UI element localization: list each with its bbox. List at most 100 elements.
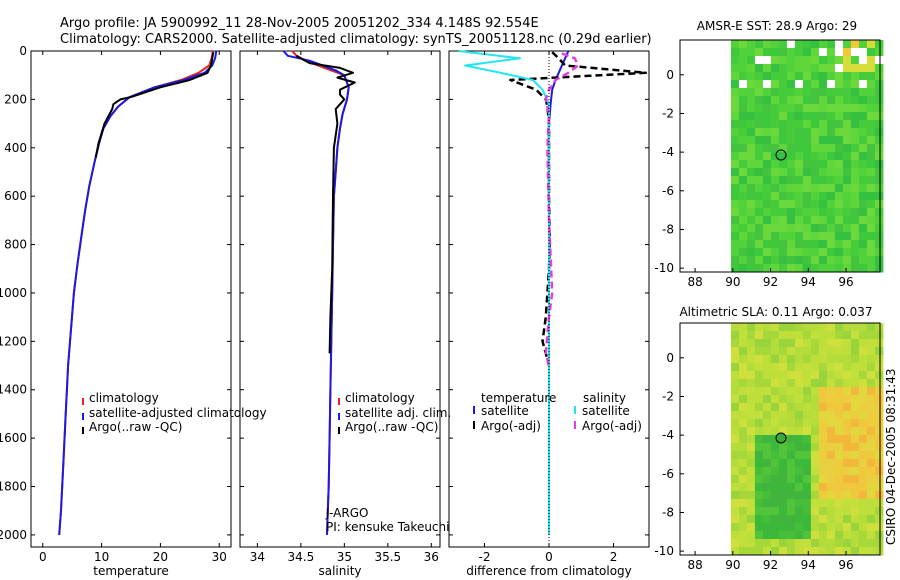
map-cell xyxy=(794,104,804,113)
map-cell xyxy=(850,395,860,404)
map-cell xyxy=(738,515,748,524)
map-cell xyxy=(874,411,884,420)
map-cell xyxy=(794,523,804,532)
map-cell xyxy=(810,491,820,500)
map-cell xyxy=(794,531,804,540)
map-cell xyxy=(826,411,836,420)
sla-map-cells xyxy=(730,323,884,556)
map-cell xyxy=(826,419,836,428)
map-cell xyxy=(826,248,836,257)
map-cell xyxy=(834,499,844,508)
map-cell xyxy=(850,96,860,105)
series-line xyxy=(58,50,214,535)
map-cell xyxy=(770,184,780,193)
map-cell xyxy=(874,515,884,524)
map-cell xyxy=(866,411,876,420)
map-cell xyxy=(786,112,796,121)
x-tick-label: 90 xyxy=(725,275,740,289)
map-cell xyxy=(834,387,844,396)
map-cell xyxy=(778,136,788,145)
map-cell xyxy=(762,523,772,532)
map-cell xyxy=(762,339,772,348)
map-cell xyxy=(802,411,812,420)
map-cell xyxy=(826,104,836,113)
map-cell xyxy=(866,331,876,340)
map-cell xyxy=(794,475,804,484)
map-cell xyxy=(810,176,820,185)
map-cell xyxy=(730,96,740,105)
map-cell xyxy=(842,515,852,524)
map-cell xyxy=(858,136,868,145)
map-cell xyxy=(778,200,788,209)
map-cell xyxy=(794,72,804,81)
map-cell xyxy=(770,491,780,500)
legend-label-climatology: climatology xyxy=(345,391,415,405)
map-cell xyxy=(834,176,844,185)
map-cell xyxy=(786,184,796,193)
map-cell xyxy=(770,112,780,121)
map-cell xyxy=(818,248,828,257)
map-cell xyxy=(842,264,852,273)
map-cell xyxy=(746,483,756,492)
map-cell xyxy=(802,48,812,57)
map-cell xyxy=(850,224,860,233)
sst-map-marker-layer xyxy=(775,149,787,161)
map-cell xyxy=(794,216,804,225)
map-cell xyxy=(802,483,812,492)
map-cell xyxy=(802,176,812,185)
map-cell xyxy=(786,64,796,73)
map-cell xyxy=(874,523,884,532)
map-cell xyxy=(762,499,772,508)
map-cell xyxy=(778,96,788,105)
map-cell xyxy=(762,419,772,428)
map-cell xyxy=(818,347,828,356)
map-cell xyxy=(818,216,828,225)
map-cell xyxy=(746,435,756,444)
map-cell xyxy=(778,539,788,548)
map-cell xyxy=(746,216,756,225)
map-cell xyxy=(738,523,748,532)
map-cell xyxy=(842,459,852,468)
map-cell xyxy=(810,323,820,332)
map-cell xyxy=(842,339,852,348)
map-cell xyxy=(746,339,756,348)
map-cell xyxy=(834,371,844,380)
map-cell xyxy=(786,347,796,356)
map-cell xyxy=(762,160,772,169)
sla-map-axes-layer: 88 90 92 94 96 0 -2 -4 -6 -8 -10 xyxy=(654,351,853,572)
map-cell xyxy=(786,523,796,532)
map-cell xyxy=(746,363,756,372)
x-tick-label: 10 xyxy=(94,550,109,564)
map-cell xyxy=(762,395,772,404)
map-cell xyxy=(730,176,740,185)
map-cell xyxy=(770,403,780,412)
map-cell xyxy=(738,40,748,49)
map-cell xyxy=(786,451,796,460)
map-cell xyxy=(834,323,844,332)
map-cell xyxy=(858,216,868,225)
map-cell xyxy=(810,467,820,476)
map-cell xyxy=(842,200,852,209)
y-tick-label: -8 xyxy=(662,222,674,236)
map-cell xyxy=(858,48,868,57)
map-cell xyxy=(746,443,756,452)
map-cell xyxy=(866,200,876,209)
map-cell xyxy=(834,547,844,556)
map-cell xyxy=(826,88,836,97)
map-cell xyxy=(802,331,812,340)
map-cell xyxy=(866,144,876,153)
map-cell xyxy=(826,491,836,500)
map-cell xyxy=(826,96,836,105)
map-cell xyxy=(738,363,748,372)
map-cell xyxy=(818,56,828,65)
map-cell xyxy=(866,232,876,241)
map-cell xyxy=(778,160,788,169)
map-cell xyxy=(794,64,804,73)
map-cell xyxy=(786,264,796,273)
map-cell xyxy=(858,451,868,460)
map-cell xyxy=(834,88,844,97)
map-cell xyxy=(762,232,772,241)
map-cell xyxy=(794,264,804,273)
difference-xlabel: difference from climatology xyxy=(466,564,632,578)
map-cell xyxy=(730,136,740,145)
